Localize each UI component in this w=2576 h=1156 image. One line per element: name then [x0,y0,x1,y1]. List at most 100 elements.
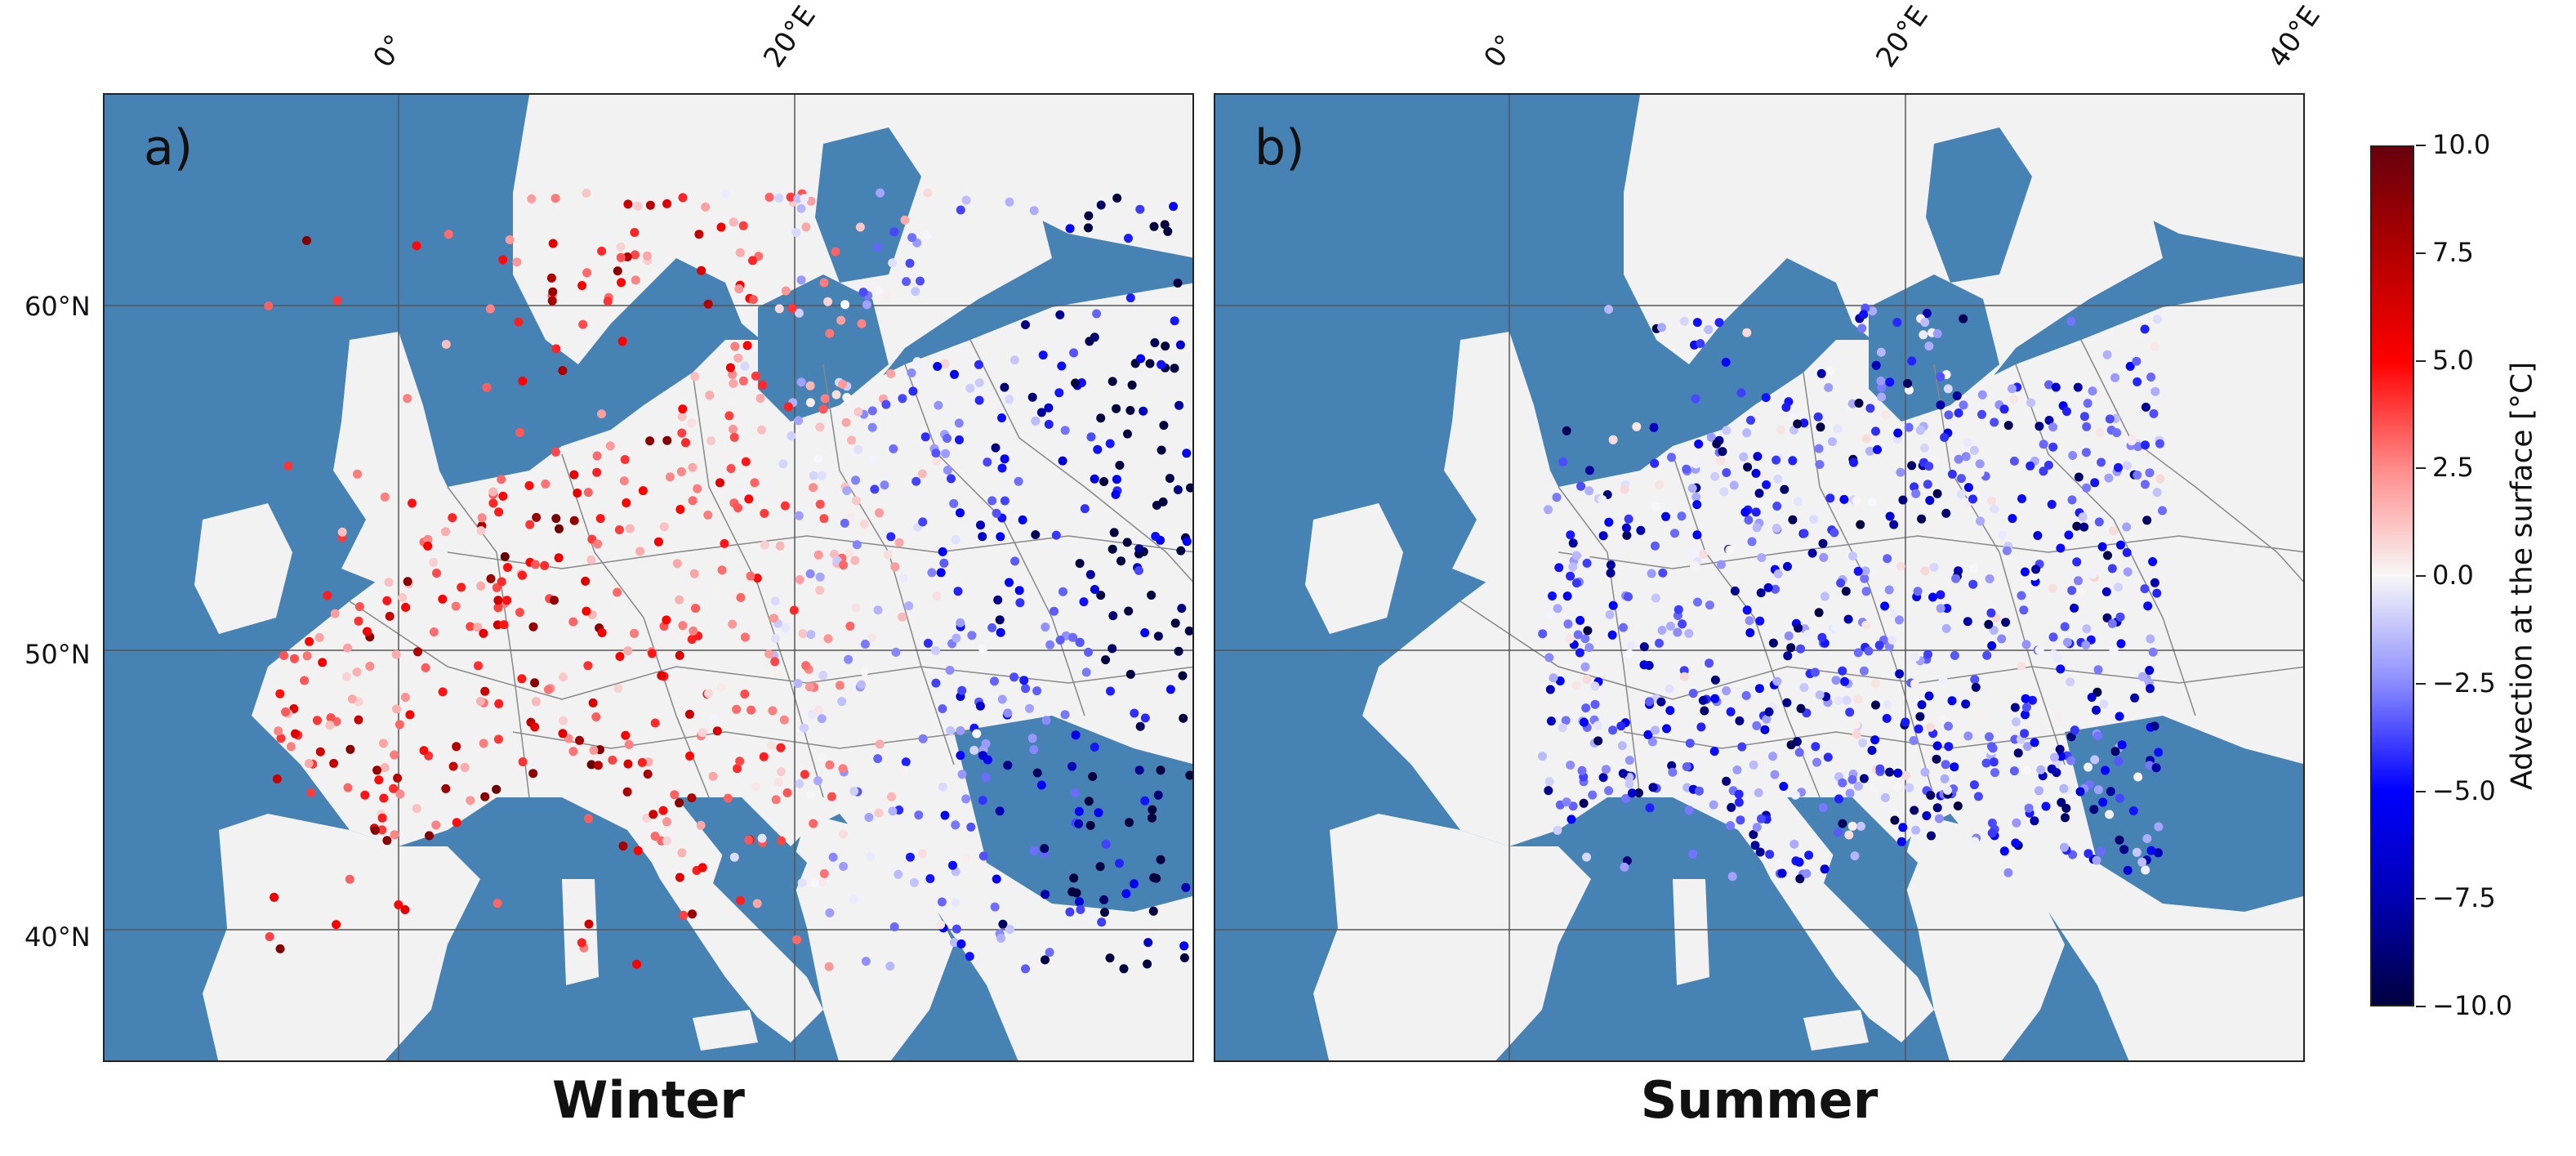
station-dot [637,757,647,767]
station-dot [777,836,786,846]
station-dot [1645,697,1654,707]
station-dot [1774,859,1784,868]
station-dot [1814,444,1824,453]
station-dot [1081,667,1091,677]
station-dot [923,188,933,198]
station-dot [2152,588,2162,598]
station-dot [480,686,490,696]
station-dot [1716,560,1726,569]
station-dot [875,508,884,518]
station-dot [2020,729,2030,739]
station-dot [1055,636,1065,645]
station-dot [1558,457,1568,466]
station-dot [996,532,1005,542]
station-dot [1624,514,1633,524]
station-dot [532,512,541,522]
station-dot [2140,584,2150,594]
station-dot [1963,483,1973,493]
station-dot [890,562,900,572]
station-dot [1148,813,1157,823]
station-dot [943,434,952,443]
station-dot [1647,569,1656,578]
station-dot [2026,398,2036,408]
station-dot [870,484,880,494]
station-dot [1777,868,1787,878]
station-dot [1075,897,1084,907]
station-dot [2021,710,2030,720]
station-dot [2158,506,2167,516]
station-dot [1693,597,1702,607]
station-dot [515,427,524,437]
station-dot [1999,846,2009,856]
station-dot [956,508,965,518]
station-dot [1875,764,1885,774]
station-dot [781,286,791,296]
station-dot [842,486,852,496]
station-dot [527,194,537,203]
station-dot [398,593,408,602]
station-dot [2105,414,2115,424]
station-dot [857,319,867,328]
station-dot [1772,676,1782,686]
station-dot [1925,722,1935,732]
station-dot [1088,772,1098,781]
country-border [447,535,1192,569]
station-dot [675,595,684,605]
station-dot [1752,721,1762,730]
station-dot [1968,494,1977,504]
station-dot [390,750,399,760]
station-dot [1149,221,1159,231]
station-dot [448,513,457,523]
station-dot [1021,320,1030,329]
station-dot [1782,698,1792,707]
station-dot [1789,839,1799,849]
station-dot [1058,456,1067,466]
station-dot [676,466,686,476]
station-dot [559,716,568,725]
station-dot [2106,787,2115,797]
station-dot [923,638,933,648]
station-dot [1943,384,1953,394]
station-dot [880,480,889,490]
station-dot [1839,494,1849,504]
station-dot [1571,681,1581,690]
station-dot [1692,500,1702,510]
station-dot [2093,665,2103,675]
station-dot [1741,690,1751,700]
station-dot [2009,766,2019,776]
station-dot [306,788,316,797]
station-dot [1593,736,1603,746]
station-dot [1651,593,1660,603]
station-dot [1904,422,1914,432]
station-dot [934,400,943,410]
station-dot [531,560,540,569]
station-dot [443,230,453,239]
station-dot [862,300,871,310]
station-dot [1068,632,1078,642]
station-dot [531,697,541,707]
station-dot [978,851,988,861]
station-dot [431,820,441,830]
station-dot [662,199,672,208]
station-dot [1650,458,1660,468]
station-dot [1548,591,1557,600]
station-dot [1814,608,1824,618]
colorbar-tick [2416,145,2426,146]
station-dot [591,712,601,721]
summer-map-svg [1215,95,2303,1060]
station-dot [818,404,828,414]
station-dot [1084,211,1094,221]
station-dot [995,806,1005,816]
station-dot [741,457,751,466]
station-dot [382,836,392,846]
station-dot [1704,324,1714,334]
station-dot [2102,613,2112,623]
station-dot [1892,318,1902,328]
station-dot [1065,907,1075,917]
station-dot [1014,586,1024,596]
station-dot [2074,576,2083,586]
station-dot [883,291,892,301]
station-dot [1874,640,1884,650]
station-dot [633,201,643,211]
station-dot [1969,564,1979,574]
